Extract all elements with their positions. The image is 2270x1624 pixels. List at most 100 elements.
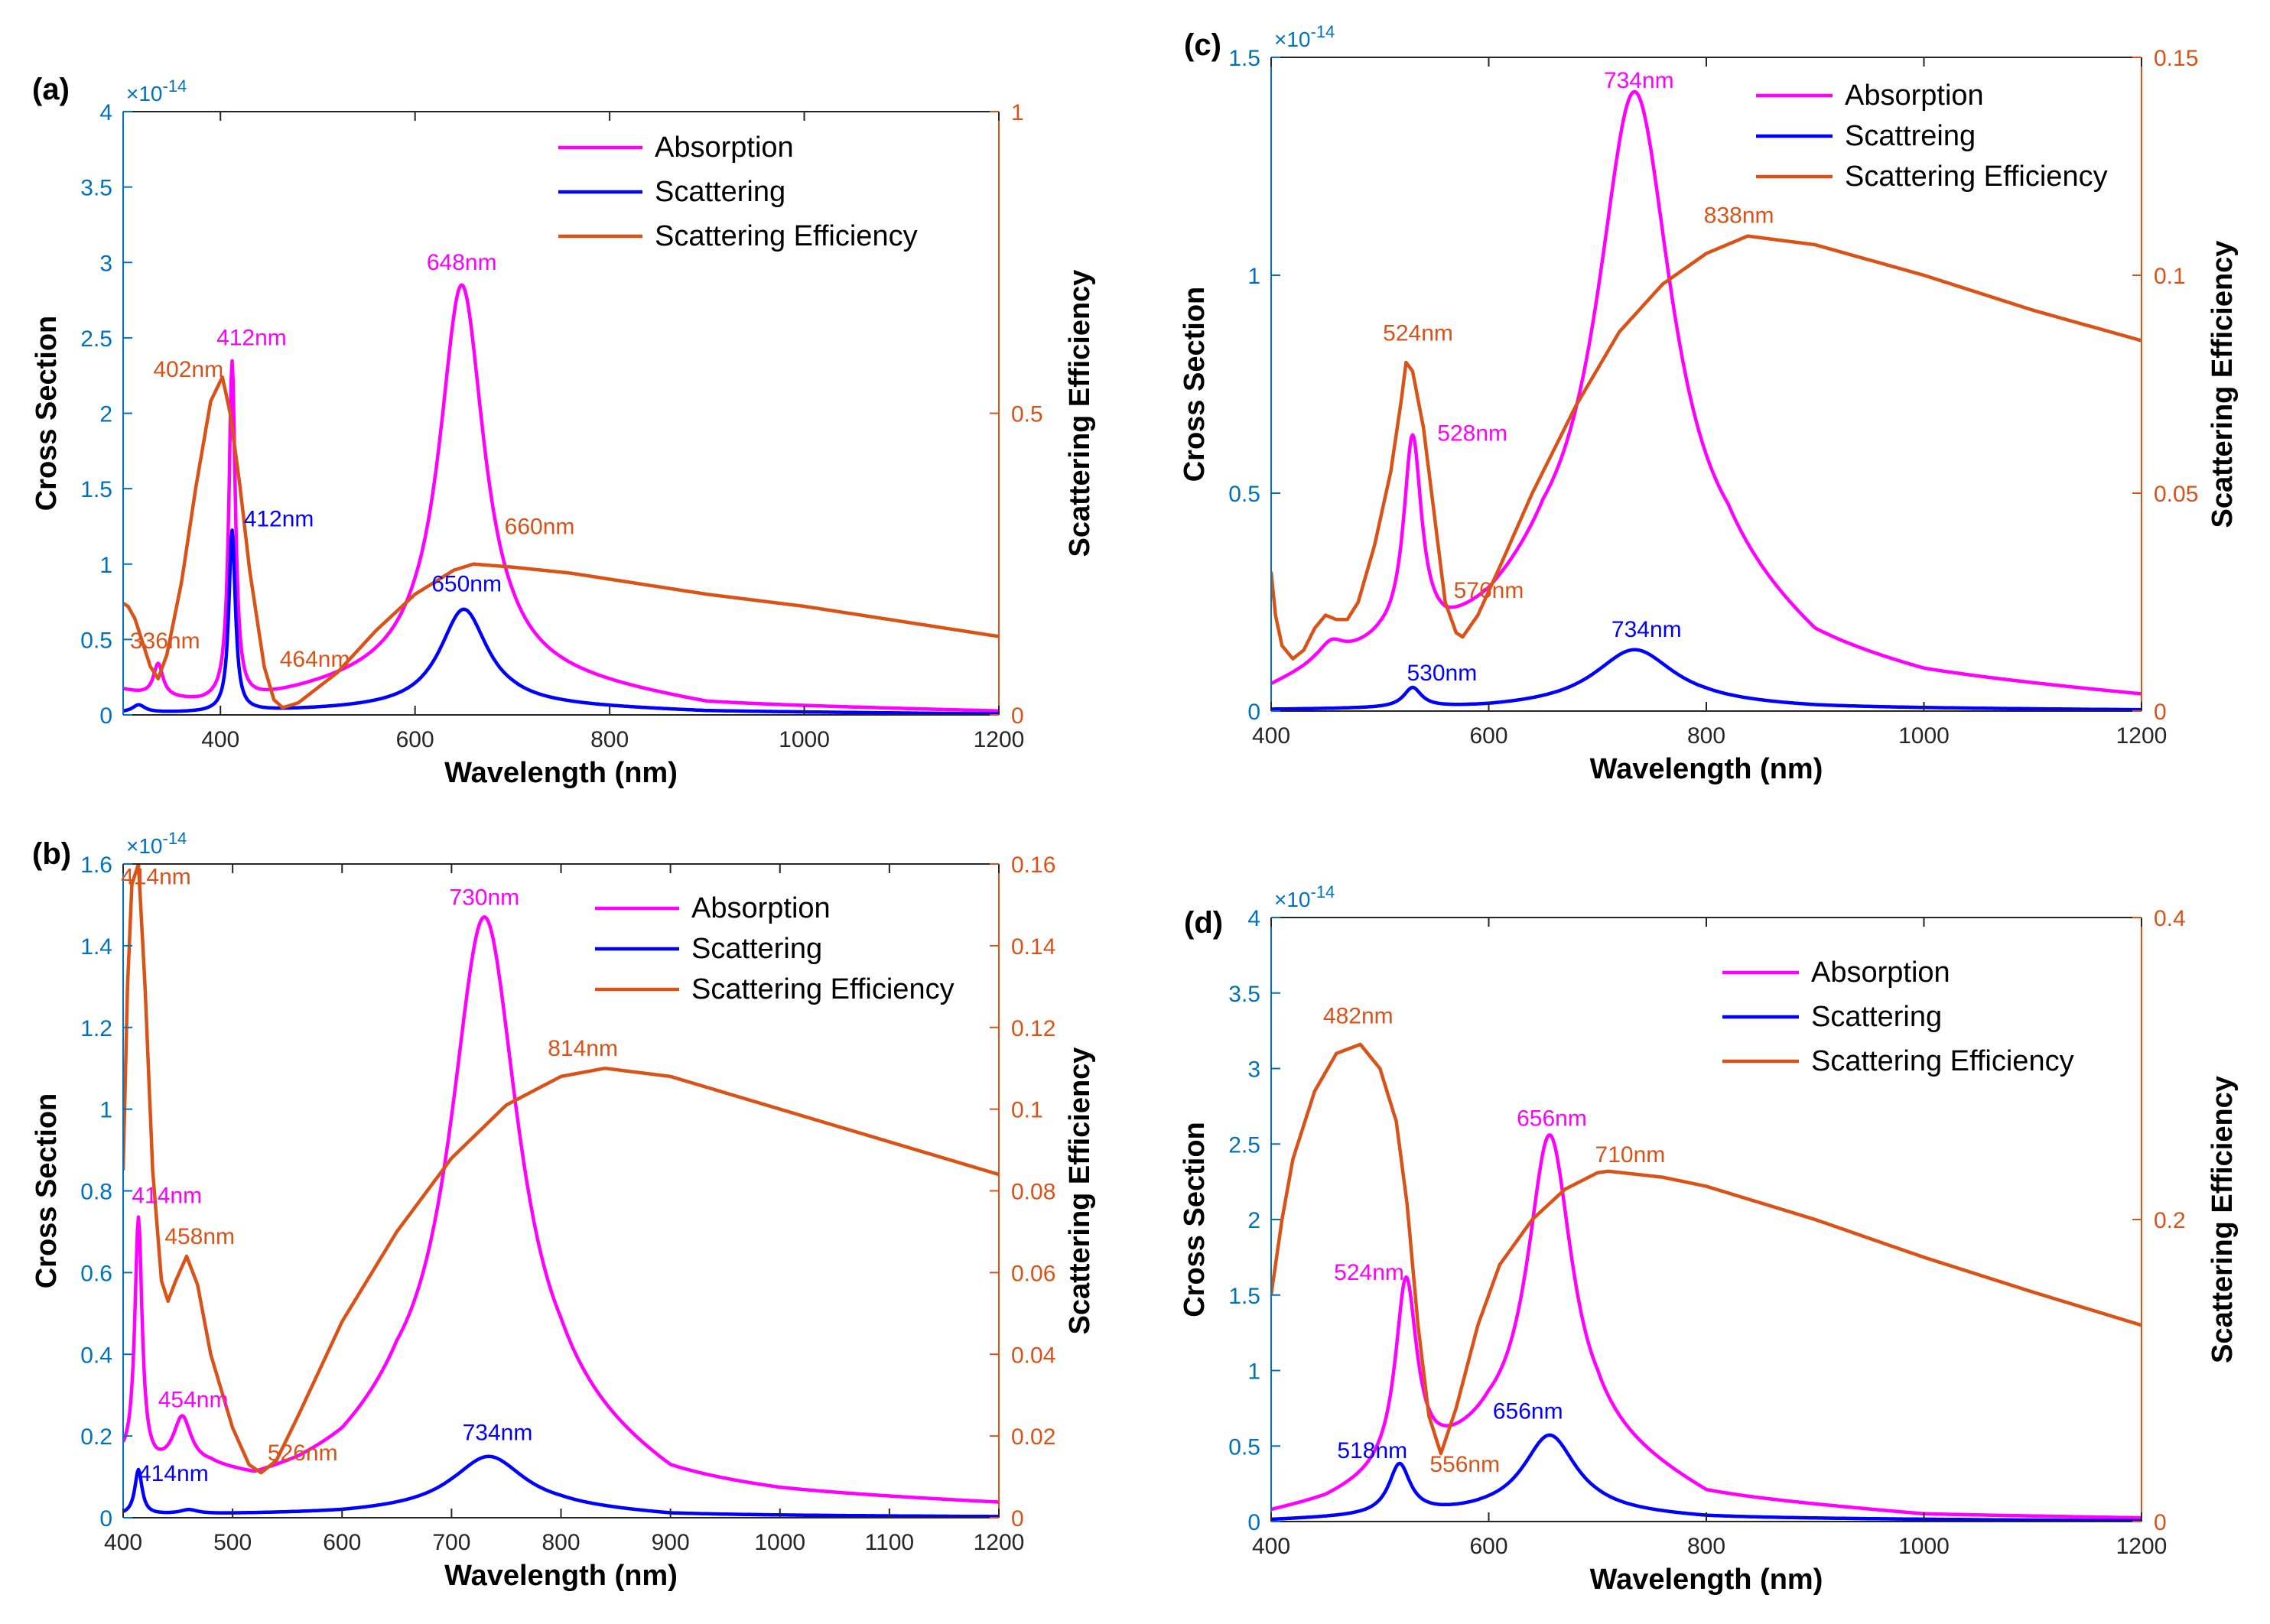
x-tick-label: 1200 (974, 1530, 1025, 1555)
series-line-absorption (123, 283, 999, 713)
series-line-scattering (1271, 648, 2142, 711)
x-tick-label: 500 (213, 1530, 252, 1555)
series-line-absorption (1271, 1133, 2142, 1520)
peak-annotation: 556nm (1429, 1452, 1500, 1477)
y-tick-label-right: 0.02 (1011, 1424, 1055, 1450)
y-tick-label-right: 0 (2154, 700, 2167, 725)
y-tick-label-left: 0.5 (80, 628, 112, 653)
x-axis-label: Wavelength (nm) (1590, 1564, 1823, 1596)
y-axis-label-right: Scattering Efficiency (2207, 1076, 2239, 1363)
y-axis-label-left: Cross Section (31, 1093, 63, 1289)
x-tick-label: 1000 (779, 727, 830, 752)
y-tick-label-left: 4 (99, 100, 112, 125)
x-axis-label: Wavelength (nm) (444, 1560, 678, 1592)
x-tick-label: 1200 (2116, 723, 2168, 749)
chart-panel-1: (a)400 600 800 1000 120000.511.522.533.5400.… (31, 73, 1096, 789)
peak-annotation: 454nm (158, 1388, 229, 1413)
y-tick-label-left: 2.5 (1228, 1132, 1260, 1158)
x-tick-label: 600 (323, 1530, 361, 1555)
y-tick-label-left: 0.6 (80, 1261, 112, 1286)
axis-exponent-power: -14 (163, 76, 187, 96)
y-tick-label-left: 2 (99, 402, 112, 427)
legend-label: Absorption (1845, 80, 1984, 112)
peak-annotation: 530nm (1407, 661, 1477, 686)
peak-annotation: 656nm (1517, 1106, 1587, 1132)
axis-exponent: ×10-14 (126, 829, 187, 858)
y-tick-label-left: 0 (99, 703, 112, 729)
peak-annotation: 518nm (1337, 1438, 1407, 1463)
y-tick-label-left: 1 (1247, 264, 1260, 289)
y-tick-label-right: 0 (2154, 1510, 2167, 1535)
y-tick-label-left: 3.5 (80, 176, 112, 201)
y-tick-label-left: 1.2 (80, 1016, 112, 1041)
peak-annotation: 734nm (1604, 68, 1674, 93)
chart-panel-3: (c)400 600 800 1000 120000.511.500.050.10.15… (1179, 22, 2239, 785)
y-tick-label-right: 0.05 (2154, 482, 2198, 507)
panel-label: (b) (32, 837, 71, 871)
axis-exponent-base: ×10 (126, 834, 163, 858)
x-tick-label: 800 (590, 727, 629, 752)
y-tick-label-left: 1.5 (1228, 1284, 1260, 1309)
y-tick-label-left: 1 (99, 553, 112, 578)
peak-annotation: 814nm (548, 1036, 618, 1061)
peak-annotation: 414nm (138, 1461, 209, 1486)
peak-annotation: 412nm (244, 506, 314, 531)
chart-panel-2: (b)400 500 600 700 800 900 1000 1100 120000.20.4… (31, 829, 1096, 1592)
peak-annotation: 734nm (463, 1420, 533, 1445)
panel-label: (a) (32, 73, 70, 106)
axis-exponent-base: ×10 (126, 82, 163, 106)
y-tick-label-right: 0.14 (1011, 934, 1055, 960)
axis-exponent-base: ×10 (1274, 888, 1311, 911)
peak-annotation: 414nm (121, 865, 191, 890)
chart-panel-4: (d)400 600 800 1000 120000.511.522.533.5400.… (1179, 882, 2239, 1596)
panel-label: (d) (1184, 906, 1223, 940)
y-tick-label-left: 3.5 (1228, 982, 1260, 1007)
peak-annotation: 660nm (505, 514, 575, 539)
legend-label: Scattering Efficiency (691, 973, 955, 1005)
axis-exponent-base: ×10 (1274, 28, 1311, 51)
y-tick-label-left: 0.5 (1228, 1434, 1260, 1460)
peak-annotation: 458nm (164, 1224, 235, 1249)
y-tick-label-left: 0 (99, 1506, 112, 1531)
y-tick-label-right: 0.2 (2154, 1208, 2186, 1233)
legend-label: Scattering (655, 176, 785, 208)
y-tick-label-left: 0.2 (80, 1424, 112, 1450)
y-tick-label-left: 0 (1247, 1510, 1260, 1535)
series-line-scattering-efficiency (1271, 1042, 2142, 1456)
y-axis-label-left: Cross Section (31, 316, 63, 512)
y-tick-label-right: 0.1 (2154, 264, 2186, 289)
series-line-scattering-efficiency (123, 864, 999, 1475)
y-tick-label-right: 0.15 (2154, 46, 2198, 71)
y-axis-label-right: Scattering Efficiency (1064, 1047, 1096, 1335)
peak-annotation: 336nm (130, 628, 200, 654)
x-tick-label: 400 (104, 1530, 142, 1555)
legend-label: Absorption (655, 132, 794, 164)
y-tick-label-right: 0.08 (1011, 1180, 1055, 1205)
y-tick-label-left: 0.5 (1228, 482, 1260, 507)
peak-annotation: 650nm (431, 571, 502, 596)
legend-label: Absorption (691, 892, 831, 924)
y-tick-label-right: 0.1 (1011, 1098, 1043, 1123)
y-tick-label-left: 1.6 (80, 853, 112, 878)
peak-annotation: 576nm (1454, 578, 1524, 603)
peak-annotation: 524nm (1383, 321, 1453, 346)
x-tick-label: 400 (1252, 723, 1290, 749)
y-tick-label-right: 0.06 (1011, 1261, 1055, 1286)
axis-exponent-power: -14 (1311, 882, 1335, 901)
x-tick-label: 700 (432, 1530, 470, 1555)
peak-annotation: 524nm (1334, 1260, 1404, 1285)
y-tick-label-right: 0.12 (1011, 1016, 1055, 1041)
axis-exponent-power: -14 (163, 829, 187, 848)
x-tick-label: 800 (1687, 723, 1725, 749)
y-tick-label-left: 2 (1247, 1208, 1260, 1233)
peak-annotation: 656nm (1493, 1399, 1563, 1424)
y-axis-label-right: Scattering Efficiency (1064, 270, 1096, 557)
peak-annotation: 482nm (1323, 1003, 1394, 1028)
peak-annotation: 710nm (1595, 1142, 1666, 1168)
y-tick-label-right: 0 (1011, 703, 1024, 729)
y-tick-label-left: 1.5 (80, 477, 112, 502)
panel-label: (c) (1184, 28, 1221, 62)
axis-exponent: ×10-14 (1274, 882, 1335, 911)
y-tick-label-left: 1 (99, 1098, 112, 1123)
